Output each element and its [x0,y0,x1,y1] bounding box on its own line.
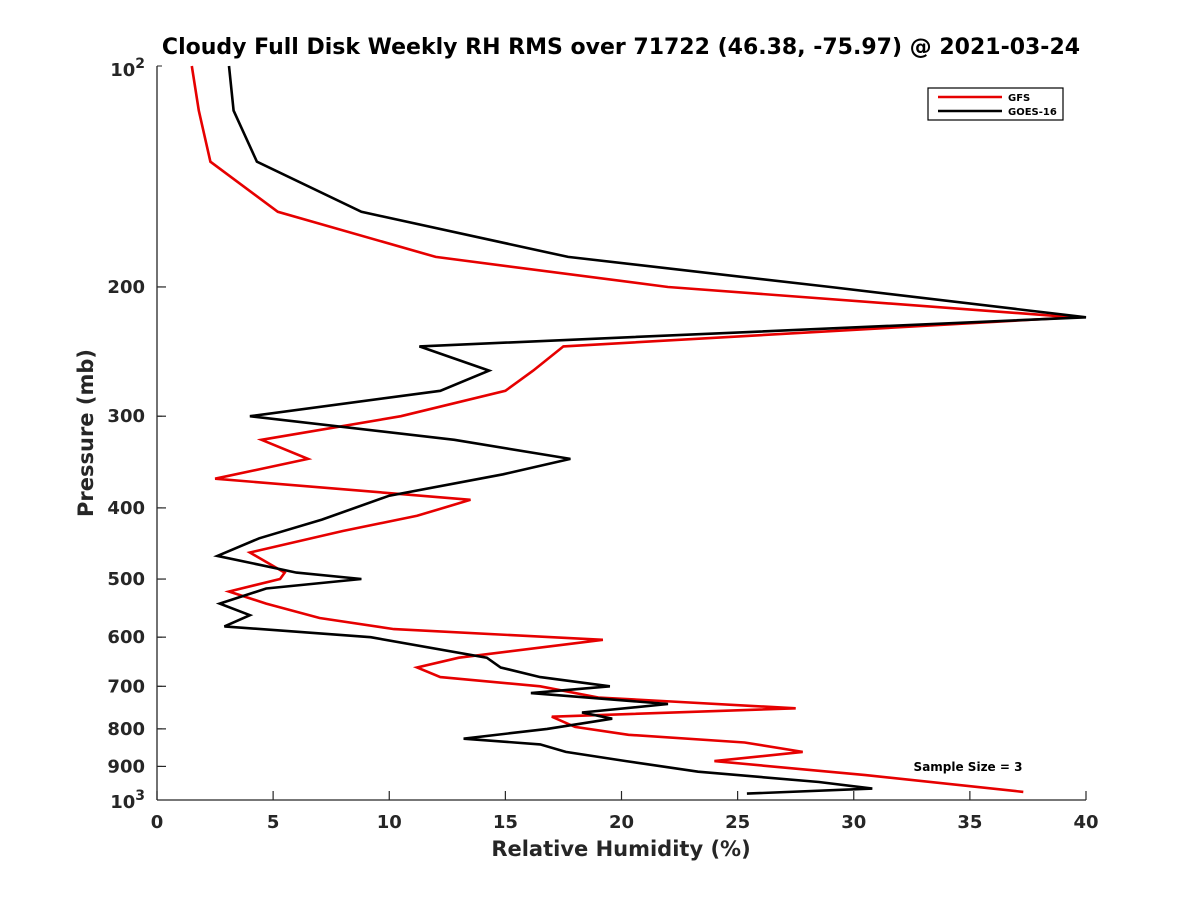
series-lines [190,65,1087,795]
series-line-goes16 [213,65,1087,795]
x-tick-label: 10 [377,812,402,833]
y-tick-label: 400 [107,498,145,519]
x-tick-label: 0 [151,812,164,833]
x-tick-label: 40 [1073,812,1098,833]
x-tick-label: 20 [609,812,634,833]
x-tick-labels: 0 5 10 15 20 25 30 35 40 [151,812,1099,833]
y-tick-label: 500 [107,569,145,590]
chart-title: Cloudy Full Disk Weekly RH RMS over 7172… [162,35,1080,60]
y-tick-label: 700 [107,676,145,697]
y-axis-title: Pressure (mb) [74,349,98,517]
tick-marks [156,65,1087,801]
sample-size-annotation: Sample Size = 3 [914,760,1023,774]
x-tick-label: 5 [267,812,280,833]
y-tick-label-decade: 103 [110,788,145,813]
legend: GFS GOES-16 [927,87,1064,121]
series-line-gfs [190,65,1075,794]
x-tick-label: 25 [725,812,750,833]
y-tick-label: 900 [107,756,145,777]
legend-label-gfs: GFS [1008,93,1030,104]
y-tick-label: 300 [107,406,145,427]
y-tick-label: 200 [107,277,145,298]
legend-box [927,87,1064,121]
x-tick-label: 30 [841,812,866,833]
x-tick-label: 15 [493,812,518,833]
y-tick-labels: 200 300 400 500 600 700 800 900 102 103 [107,56,145,813]
y-tick-label: 800 [107,719,145,740]
y-tick-label: 600 [107,627,145,648]
y-tick-label-decade: 102 [110,56,145,81]
x-axis-title: Relative Humidity (%) [491,837,750,861]
legend-label-goes16: GOES-16 [1008,107,1057,118]
x-tick-label: 35 [957,812,982,833]
